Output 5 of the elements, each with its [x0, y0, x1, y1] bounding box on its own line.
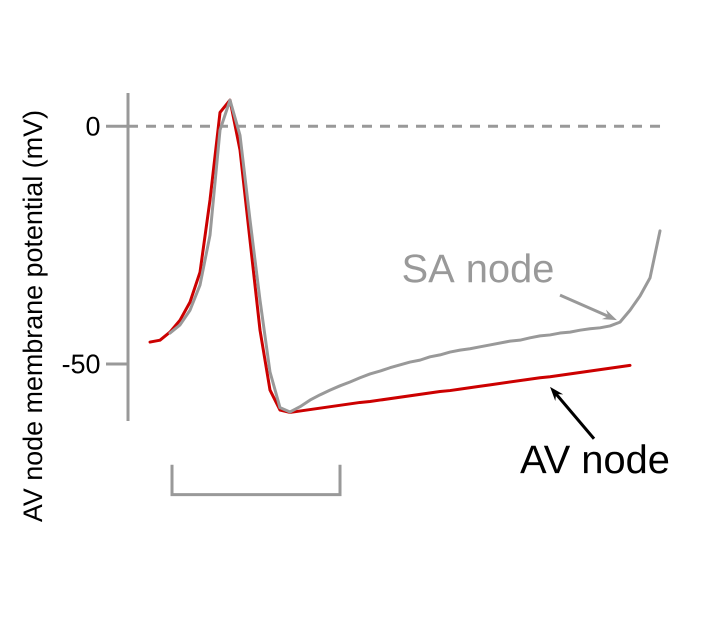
series-label: AV node: [520, 444, 668, 474]
series-label: SA node: [403, 253, 553, 283]
y-tick-label: 0: [86, 116, 100, 136]
y-axis-title: AV node membrane potential (mV): [22, 112, 48, 522]
y-tick-label: -50: [62, 354, 100, 374]
